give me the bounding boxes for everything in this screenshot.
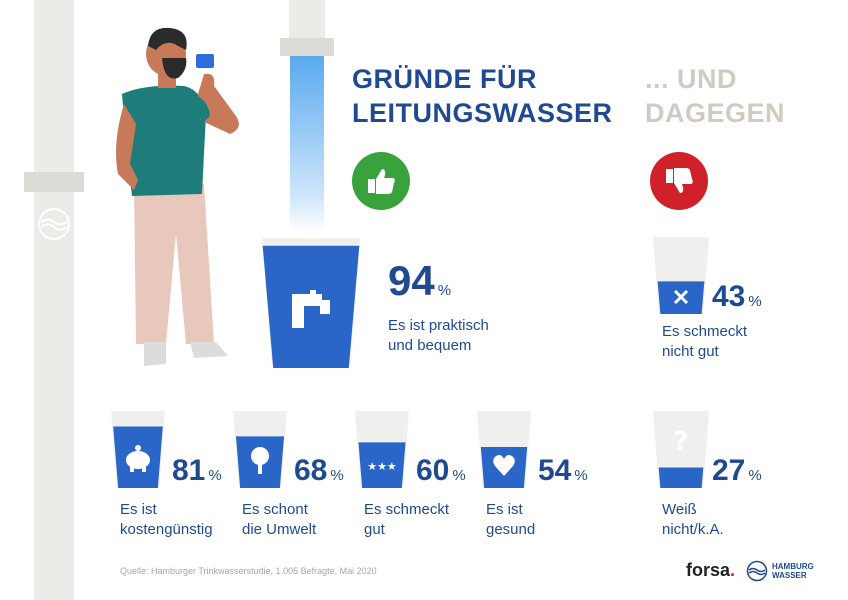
pro-1-value: 94: [388, 257, 435, 304]
con-1-value: 43: [712, 280, 746, 313]
pro-1-unit: %: [437, 282, 452, 299]
con-2-label: Weiß nicht/k.A.: [662, 500, 724, 540]
glass-pro-4: ★★★: [355, 411, 409, 488]
pro-3-label-line2: die Umwelt: [242, 521, 317, 538]
thumbs-down-icon: [666, 168, 693, 193]
pro-3-label-line1: Es schont: [242, 501, 308, 518]
title-pro-line1: GRÜNDE FÜR: [352, 64, 537, 94]
pro-5-unit: %: [574, 467, 588, 484]
pipe-joint-left: [24, 172, 84, 192]
pro-2-unit: %: [208, 467, 222, 484]
pro-2-label-line2: kostengünstig: [120, 521, 213, 538]
title-con-line2: DAGEGEN: [645, 98, 786, 128]
pro-3-percent: 68%: [294, 456, 344, 486]
tap-icon: [292, 290, 330, 328]
thumbs-down-badge: [650, 152, 708, 210]
con-2-value: 27: [712, 454, 746, 487]
hamburg-wasser-icon: [746, 560, 768, 582]
title-pro-line2: LEITUNGSWASSER: [352, 98, 613, 128]
title-con-line1: ... UND: [645, 64, 738, 94]
forsa-logo: forsa.: [686, 560, 735, 581]
pro-1-label-line1: Es ist praktisch: [388, 317, 489, 334]
pro-4-percent: 60%: [416, 456, 466, 486]
glass-pro-2: [111, 411, 165, 488]
thumbs-up-badge: [352, 152, 410, 210]
pro-5-value: 54: [538, 454, 572, 487]
glass-water-fill: [658, 467, 704, 488]
con-2-percent: 27%: [712, 456, 762, 486]
heart-icon: [493, 455, 515, 476]
con-1-label-line2: nicht gut: [662, 343, 719, 360]
pipe-vertical-tap: [289, 0, 325, 44]
hamburg-wasser-logo: HAMBURG WASSER: [746, 560, 814, 582]
thumbs-up-icon: [368, 169, 395, 194]
pro-5-label-line2: gesund: [486, 521, 536, 538]
pro-5-label-line1: Es ist: [486, 501, 523, 518]
pro-5-label: Es ist gesund: [486, 500, 535, 540]
con-1-label: Es schmeckt nicht gut: [662, 322, 747, 362]
forsa-name: forsa: [686, 560, 731, 580]
con-1-percent: 43%: [712, 282, 762, 312]
pro-3-unit: %: [330, 467, 344, 484]
pro-4-label-line2: gut: [364, 521, 385, 538]
cross-icon: [673, 289, 689, 305]
source-note: Quelle: Hamburger Trinkwasserstudie, 1.0…: [120, 566, 377, 576]
title-con: ... UND DAGEGEN: [645, 62, 785, 130]
stars-icon: ★★★: [367, 460, 397, 473]
pro-1-label-line2: und bequem: [388, 337, 472, 354]
water-stream: [290, 56, 324, 232]
con-1-label-line1: Es schmeckt: [662, 323, 748, 340]
question-icon: ?: [673, 427, 688, 457]
pro-5-percent: 54%: [538, 456, 588, 486]
person-drinking-illustration: [116, 27, 239, 366]
pipe-tap-nozzle: [280, 38, 334, 56]
con-1-unit: %: [748, 293, 762, 310]
piggy-bank-icon: [126, 445, 150, 472]
glass-water-fill: [358, 442, 406, 488]
glass-pro-5: [477, 411, 531, 488]
title-pro: GRÜNDE FÜR LEITUNGSWASSER: [352, 62, 613, 130]
pro-3-label: Es schont die Umwelt: [242, 500, 316, 540]
forsa-dot: .: [730, 560, 736, 580]
pro-4-label: Es schmeckt gut: [364, 500, 449, 540]
pro-1-percent: 94%: [388, 260, 451, 302]
pro-4-label-line1: Es schmeckt: [364, 501, 450, 518]
pro-2-percent: 81%: [172, 456, 222, 486]
tree-icon: [251, 447, 269, 474]
pro-4-value: 60: [416, 454, 450, 487]
glass-con-1: [653, 237, 709, 314]
hw-line1: HAMBURG: [772, 562, 814, 571]
glass-water-fill: [262, 245, 360, 368]
hw-line2: WASSER: [772, 571, 807, 580]
pro-4-unit: %: [452, 467, 466, 484]
con-2-label-line1: Weiß: [662, 501, 697, 518]
pipe-vertical-left: [34, 0, 74, 600]
pro-1-label: Es ist praktisch und bequem: [388, 316, 489, 356]
hamburg-wasser-text: HAMBURG WASSER: [772, 562, 814, 580]
glass-pro-3: [233, 411, 287, 488]
con-2-label-line2: nicht/k.A.: [662, 521, 724, 538]
glass-con-2: ?: [653, 411, 709, 488]
pro-2-label: Es ist kostengünstig: [120, 500, 213, 540]
pro-3-value: 68: [294, 454, 328, 487]
glass-pro-1: [262, 238, 360, 368]
pro-2-value: 81: [172, 454, 206, 487]
logo-watermark-icon: [38, 208, 70, 240]
pro-2-label-line1: Es ist: [120, 501, 157, 518]
con-2-unit: %: [748, 467, 762, 484]
